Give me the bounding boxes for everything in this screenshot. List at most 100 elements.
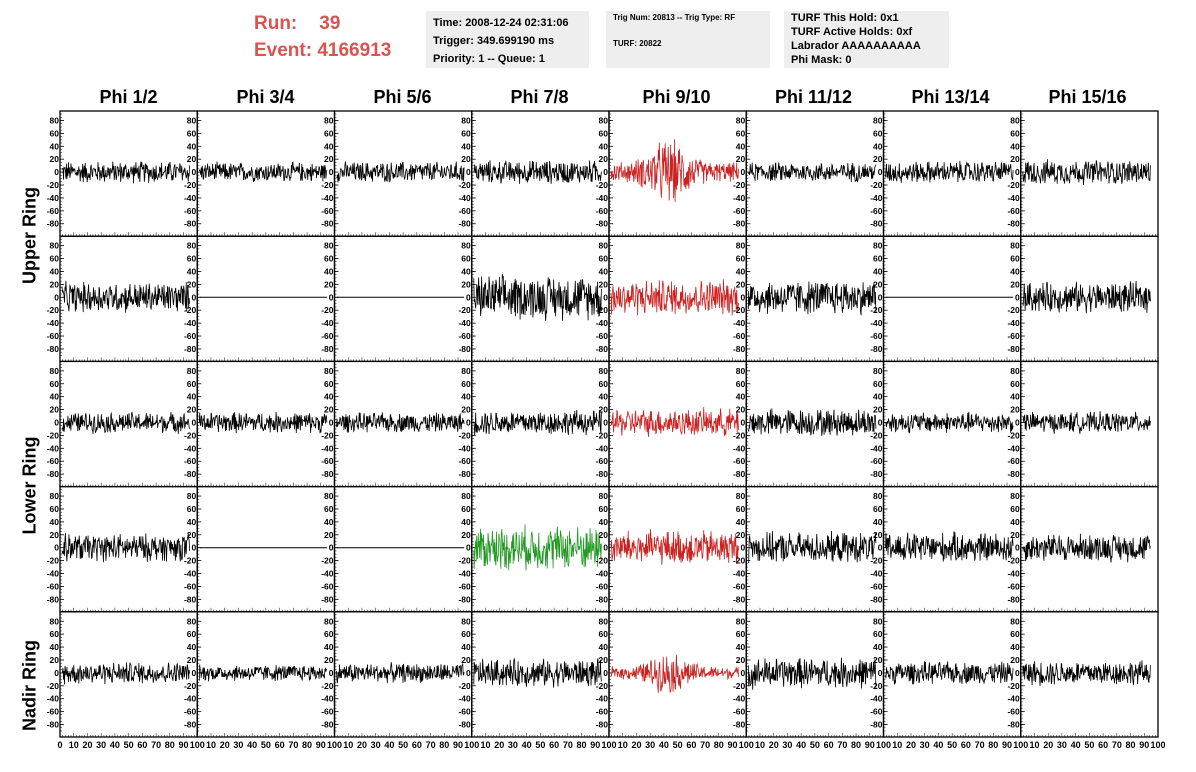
y-tick-label: 60 xyxy=(461,254,471,264)
y-tick-label: -40 xyxy=(184,193,197,203)
y-tick-label: 20 xyxy=(873,530,883,540)
y-tick-label: 40 xyxy=(599,642,609,652)
y-tick-label: -40 xyxy=(47,569,60,579)
y-tick-label: 40 xyxy=(461,392,471,402)
y-tick-label: 80 xyxy=(50,115,60,125)
y-tick-label: 40 xyxy=(736,392,746,402)
y-tick-label: 80 xyxy=(324,491,334,501)
x-tick-label: 20 xyxy=(82,740,92,750)
y-tick-label: 0 xyxy=(741,543,746,553)
y-tick-label: 80 xyxy=(736,241,746,251)
y-tick-label: 20 xyxy=(324,279,334,289)
waveform-trace xyxy=(1022,533,1151,563)
y-tick-label: 20 xyxy=(461,530,471,540)
y-tick-label: 0 xyxy=(603,292,608,302)
y-tick-label: -60 xyxy=(1007,581,1020,591)
trig-info-box: Trig Num: 20813 -- Trig Type: RF TURF: 2… xyxy=(606,11,770,68)
y-tick-label: -60 xyxy=(733,331,746,341)
y-tick-label: -40 xyxy=(458,569,471,579)
y-tick-label: 40 xyxy=(1010,266,1020,276)
y-tick-label: 20 xyxy=(1010,154,1020,164)
x-tick-label: 70 xyxy=(837,740,847,750)
y-tick-label: -40 xyxy=(458,694,471,704)
y-tick-label: 60 xyxy=(187,128,197,138)
y-tick-label: 20 xyxy=(599,655,609,665)
x-tick-label: 20 xyxy=(220,740,230,750)
y-tick-label: -40 xyxy=(733,193,746,203)
x-tick-label: 50 xyxy=(398,740,408,750)
waveform-trace xyxy=(473,160,602,184)
y-tick-label: 0 xyxy=(741,292,746,302)
x-tick-label: 10 xyxy=(1029,740,1039,750)
y-tick-label: 80 xyxy=(599,616,609,626)
y-tick-label: 0 xyxy=(192,167,197,177)
y-tick-label: 60 xyxy=(187,504,197,514)
y-tick-label: -80 xyxy=(184,219,197,229)
y-tick-label: -80 xyxy=(733,219,746,229)
ring-label-lower: Lower Ring xyxy=(19,436,40,535)
y-tick-label: -20 xyxy=(47,556,60,566)
y-tick-label: 0 xyxy=(1015,668,1020,678)
ring-label-nadir: Nadir Ring xyxy=(19,640,40,732)
y-tick-label: 20 xyxy=(736,530,746,540)
y-tick-label: -60 xyxy=(458,456,471,466)
y-tick-label: 40 xyxy=(873,517,883,527)
y-tick-label: 40 xyxy=(461,266,471,276)
y-tick-label: 20 xyxy=(873,279,883,289)
x-tick-label: 30 xyxy=(233,740,243,750)
y-tick-label: 0 xyxy=(192,543,197,553)
y-tick-label: 80 xyxy=(599,115,609,125)
y-tick-label: 0 xyxy=(878,543,883,553)
y-tick-label: 80 xyxy=(187,241,197,251)
y-tick-label: 60 xyxy=(461,504,471,514)
y-tick-label: -20 xyxy=(47,180,60,190)
x-tick-label: 20 xyxy=(1043,740,1053,750)
y-tick-label: 40 xyxy=(736,141,746,151)
y-tick-label: -80 xyxy=(870,469,883,479)
y-tick-label: 20 xyxy=(461,655,471,665)
y-tick-label: 20 xyxy=(324,530,334,540)
y-tick-label: 80 xyxy=(324,241,334,251)
y-tick-label: 80 xyxy=(873,115,883,125)
x-tick-label: 60 xyxy=(686,740,696,750)
waveform-trace xyxy=(610,529,739,565)
x-tick-label: 100 xyxy=(327,740,342,750)
y-tick-label: -60 xyxy=(870,707,883,717)
y-tick-label: -20 xyxy=(184,430,197,440)
y-tick-label: -60 xyxy=(870,456,883,466)
x-tick-label: 20 xyxy=(769,740,779,750)
waveform-trace xyxy=(747,281,877,316)
waveform-trace xyxy=(1022,660,1151,686)
y-tick-label: -60 xyxy=(184,707,197,717)
y-tick-label: -80 xyxy=(321,720,334,730)
x-tick-label: 90 xyxy=(1002,740,1012,750)
waveform-trace xyxy=(885,531,1014,562)
y-tick-label: 60 xyxy=(736,254,746,264)
y-tick-label: -40 xyxy=(596,569,609,579)
y-tick-label: -40 xyxy=(321,694,334,704)
y-tick-label: -60 xyxy=(1007,707,1020,717)
y-tick-label: 80 xyxy=(736,115,746,125)
y-tick-label: 40 xyxy=(736,266,746,276)
y-tick-label: -80 xyxy=(596,344,609,354)
y-tick-label: -60 xyxy=(184,206,197,216)
y-tick-label: 40 xyxy=(461,642,471,652)
y-tick-label: 20 xyxy=(461,279,471,289)
y-tick-label: 60 xyxy=(873,629,883,639)
x-tick-label: 40 xyxy=(247,740,257,750)
panel-frame xyxy=(196,235,336,363)
y-tick-label: -60 xyxy=(321,581,334,591)
y-tick-label: 60 xyxy=(1010,629,1020,639)
y-tick-label: -20 xyxy=(1007,556,1020,566)
y-tick-label: 80 xyxy=(187,115,197,125)
waveform-trace xyxy=(336,662,465,684)
y-tick-label: -20 xyxy=(733,430,746,440)
y-tick-label: 80 xyxy=(50,241,60,251)
y-tick-label: 0 xyxy=(878,292,883,302)
y-tick-label: -80 xyxy=(47,219,60,229)
y-tick-label: -60 xyxy=(733,206,746,216)
y-tick-label: -80 xyxy=(733,469,746,479)
y-tick-label: -60 xyxy=(596,206,609,216)
run-row: Run: 39 xyxy=(254,10,391,37)
y-tick-label: 40 xyxy=(324,642,334,652)
